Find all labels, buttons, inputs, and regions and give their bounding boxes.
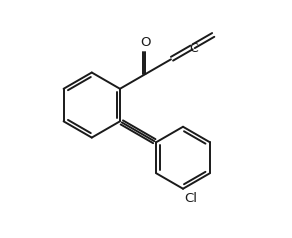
Text: Cl: Cl (185, 193, 198, 205)
Text: O: O (140, 36, 151, 49)
Text: C: C (189, 42, 198, 55)
